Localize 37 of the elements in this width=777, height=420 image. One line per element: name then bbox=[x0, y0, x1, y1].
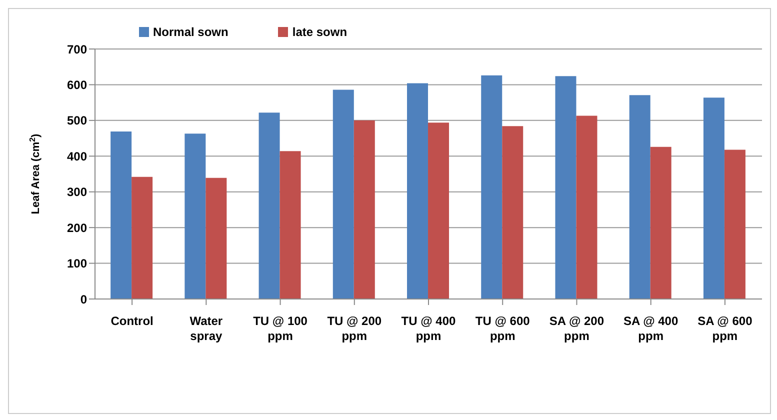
bar bbox=[110, 132, 132, 299]
bar bbox=[184, 134, 206, 299]
bar bbox=[428, 122, 450, 299]
bar bbox=[280, 151, 301, 299]
legend-label: late sown bbox=[292, 25, 348, 39]
bar bbox=[206, 178, 227, 299]
x-tick-label: SA @ 200 ppm bbox=[549, 314, 604, 343]
x-tick-label: Water spray bbox=[190, 314, 223, 343]
bar bbox=[629, 95, 650, 299]
x-tick-label: SA @ 600 ppm bbox=[698, 314, 753, 343]
bar bbox=[407, 83, 428, 299]
bar bbox=[555, 76, 576, 299]
bar bbox=[724, 150, 746, 299]
y-tick-label: 0 bbox=[80, 292, 88, 306]
y-tick-label: 600 bbox=[66, 78, 88, 92]
x-tick-label: TU @ 200 ppm bbox=[327, 314, 382, 343]
bar bbox=[650, 146, 672, 299]
x-tick-label: Control bbox=[110, 314, 154, 328]
y-tick-label: 300 bbox=[66, 185, 88, 200]
bar bbox=[332, 90, 354, 299]
legend-label: Normal sown bbox=[153, 25, 228, 39]
bar bbox=[481, 75, 502, 299]
bar bbox=[132, 176, 153, 299]
y-tick-label: 100 bbox=[66, 256, 88, 271]
y-tick-label: 400 bbox=[66, 149, 88, 164]
bar bbox=[354, 120, 375, 299]
x-tick-label: TU @ 600 ppm bbox=[475, 314, 530, 343]
x-tick-label: TU @ 400 ppm bbox=[401, 314, 456, 343]
x-tick-label: SA @ 400 ppm bbox=[624, 314, 678, 343]
y-tick-label: 200 bbox=[66, 220, 88, 235]
x-tick-label: TU @ 100 ppm bbox=[253, 314, 308, 343]
bar bbox=[258, 112, 280, 299]
y-tick-label: 700 bbox=[66, 42, 88, 56]
bar bbox=[502, 126, 524, 299]
bar bbox=[576, 116, 598, 299]
y-tick-label: 500 bbox=[66, 114, 88, 128]
bar bbox=[703, 98, 724, 299]
